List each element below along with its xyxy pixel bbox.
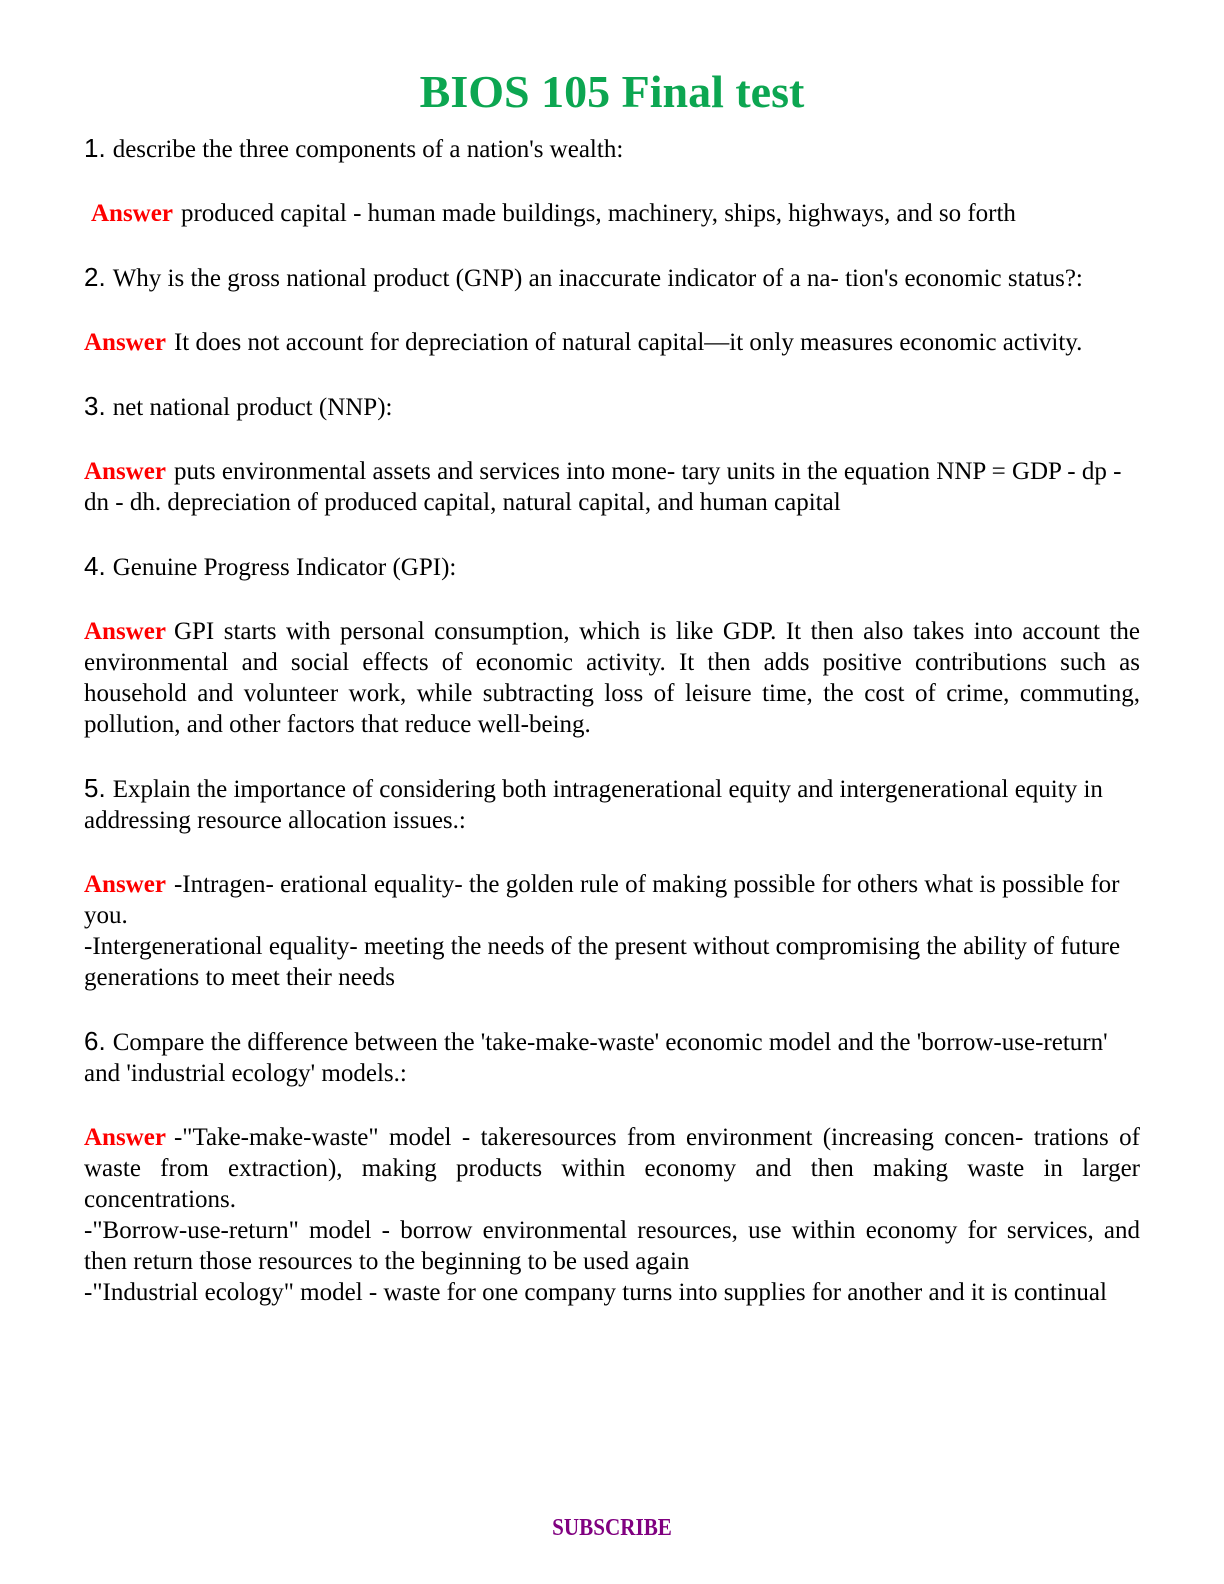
question-block-4: 4. Genuine Progress Indicator (GPI): Answ… (84, 551, 1140, 740)
answer-1-text: produced capital - human made buildings,… (180, 200, 1016, 227)
question-4-number: 4. (84, 551, 106, 581)
answer-5-text: -Intragen- erational equality- the golde… (84, 871, 1121, 991)
question-6-number: 6. (84, 1026, 106, 1056)
question-2-number: 2. (84, 262, 106, 292)
answer-4: Answer GPI starts with personal consumpti… (84, 616, 1140, 740)
question-6-text: Compare the difference between the 'take… (84, 1029, 1108, 1087)
question-4: 4. Genuine Progress Indicator (GPI): (84, 551, 1140, 583)
question-block-2: 2. Why is the gross national product (GNP… (84, 262, 1140, 358)
answer-5-label: Answer (84, 871, 166, 898)
question-block-5: 5. Explain the importance of considering … (84, 773, 1140, 993)
question-6: 6. Compare the difference between the 'ta… (84, 1026, 1140, 1089)
answer-3: Answer puts environmental assets and serv… (84, 456, 1140, 518)
question-block-1: 1. describe the three components of a nat… (84, 133, 1140, 229)
subscribe-link[interactable]: SUBSCRIBE (552, 1515, 672, 1541)
question-block-6: 6. Compare the difference between the 'ta… (84, 1026, 1140, 1308)
answer-2-label: Answer (84, 329, 166, 356)
question-1: 1. describe the three components of a nat… (84, 133, 1140, 165)
question-1-number: 1. (84, 133, 106, 163)
answer-5: Answer -Intragen- erational equality- the… (84, 869, 1140, 993)
answer-6: Answer -"Take-make-waste" model - takeres… (84, 1122, 1140, 1308)
page-footer: SUBSCRIBE (0, 1512, 1224, 1544)
question-5-text: Explain the importance of considering bo… (84, 776, 1103, 834)
question-3-text: net national product (NNP): (112, 394, 393, 421)
question-2: 2. Why is the gross national product (GNP… (84, 262, 1140, 294)
answer-2: Answer It does not account for depreciati… (84, 327, 1140, 358)
answer-3-text: puts environmental assets and services i… (84, 458, 1122, 516)
answer-6-label: Answer (84, 1124, 166, 1151)
answer-4-label: Answer (84, 618, 166, 645)
question-block-3: 3. net national product (NNP): Answer puts… (84, 391, 1140, 518)
answer-4-text: GPI starts with personal consumption, wh… (84, 618, 1140, 738)
question-3-number: 3. (84, 391, 106, 421)
question-3: 3. net national product (NNP): (84, 391, 1140, 423)
question-5-number: 5. (84, 773, 106, 803)
answer-3-label: Answer (84, 458, 166, 485)
question-1-text: describe the three components of a natio… (112, 136, 624, 163)
answer-1-label: Answer (91, 200, 173, 227)
question-5: 5. Explain the importance of considering … (84, 773, 1140, 836)
answer-6-text: -"Take-make-waste" model - takeresources… (84, 1124, 1140, 1306)
question-2-text: Why is the gross national product (GNP) … (112, 265, 1083, 292)
answer-2-text: It does not account for depreciation of … (173, 329, 1083, 356)
question-4-text: Genuine Progress Indicator (GPI): (112, 554, 457, 581)
answer-1: Answer produced capital - human made buil… (84, 198, 1140, 229)
page-title: BIOS 105 Final test (419, 66, 805, 117)
